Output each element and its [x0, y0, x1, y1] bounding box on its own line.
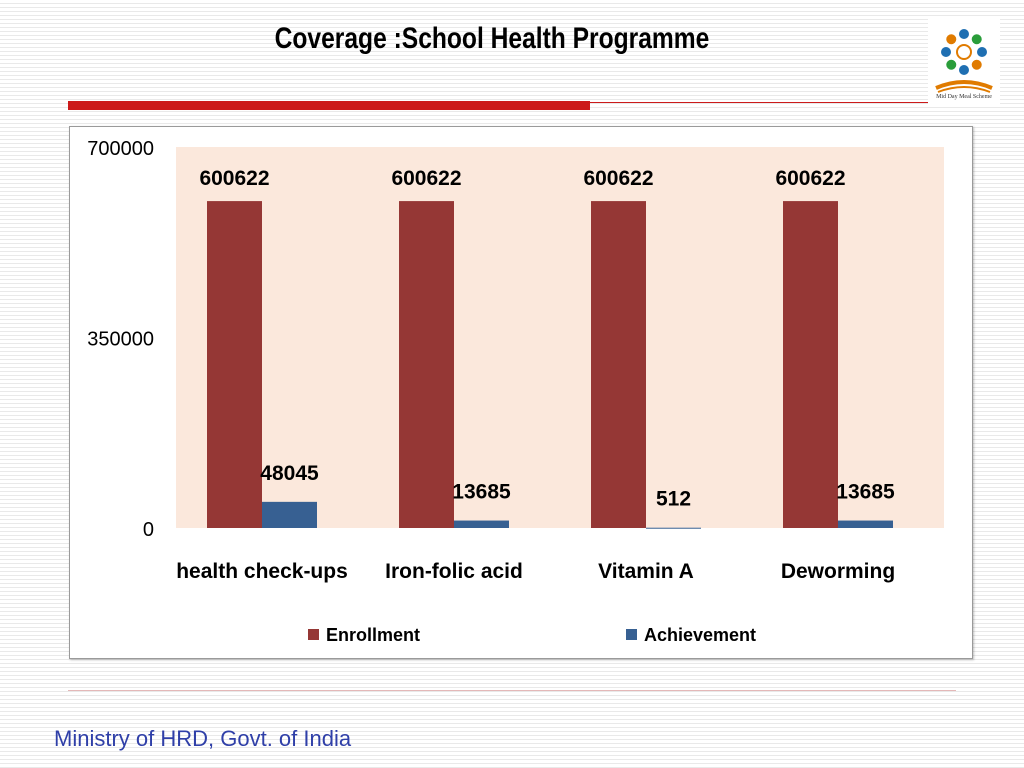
data-label-enrollment-3: 600622	[775, 167, 845, 190]
x-tick-label-1: Iron-folic acid	[385, 560, 523, 583]
footer-text: Ministry of HRD, Govt. of India	[54, 726, 352, 751]
data-label-enrollment-1: 600622	[391, 167, 461, 190]
x-tick-label-2: Vitamin A	[598, 560, 694, 583]
legend-label-achievement: Achievement	[644, 625, 756, 645]
bar-achievement-3	[838, 520, 893, 528]
data-label-achievement-0: 48045	[260, 462, 319, 485]
logo-caption: Mid Day Meal Scheme	[936, 94, 992, 100]
bar-achievement-2	[646, 527, 701, 529]
x-tick-label-0: health check-ups	[176, 560, 348, 583]
bar-chart: 0 350000 700000 600622 48045 600622 13685 6006…	[87, 138, 944, 645]
logo-emblem-icon	[935, 29, 993, 93]
bar-enrollment-2	[591, 201, 646, 528]
bar-enrollment-1	[399, 201, 454, 528]
y-tick-label-2: 700000	[87, 138, 154, 160]
bar-achievement-0	[262, 501, 317, 528]
bar-enrollment-3	[783, 201, 838, 528]
x-tick-label-3: Deworming	[781, 560, 895, 583]
slide-title: Coverage :School Health Programme	[274, 22, 710, 55]
title-underline-bar	[68, 101, 590, 110]
footer-divider	[68, 690, 956, 691]
bar-enrollment-0	[207, 201, 262, 528]
legend-swatch-enrollment	[308, 629, 319, 640]
legend-swatch-achievement	[626, 629, 637, 640]
title-underline-line	[590, 102, 928, 103]
chart-container: 0 350000 700000 600622 48045 600622 13685 6006…	[69, 126, 973, 659]
data-label-enrollment-0: 600622	[199, 167, 269, 190]
bar-achievement-1	[454, 520, 509, 528]
y-tick-label-0: 0	[143, 519, 154, 541]
data-label-achievement-3: 13685	[836, 481, 895, 504]
y-tick-label-1: 350000	[87, 329, 154, 351]
data-label-achievement-2: 512	[656, 488, 691, 511]
data-label-enrollment-2: 600622	[583, 167, 653, 190]
data-label-achievement-1: 13685	[452, 481, 511, 504]
legend-label-enrollment: Enrollment	[326, 625, 420, 645]
mid-day-meal-logo: Mid Day Meal Scheme	[928, 18, 1000, 104]
